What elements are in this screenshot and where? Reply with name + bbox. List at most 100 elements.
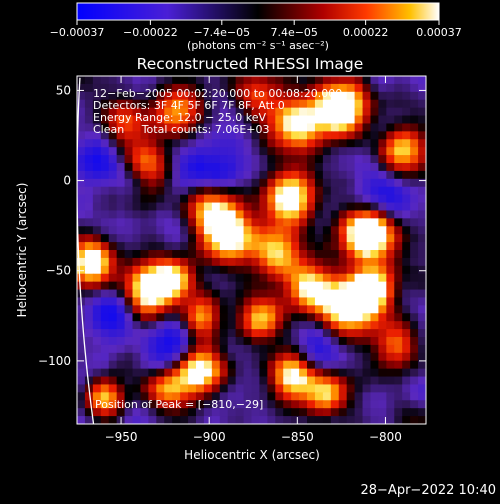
- heatmap-pixel: [180, 178, 189, 188]
- heatmap-pixel: [322, 99, 332, 109]
- heatmap-pixel: [188, 115, 197, 125]
- heatmap-pixel: [92, 218, 102, 227]
- heatmap-pixel: [124, 273, 134, 283]
- heatmap-pixel: [108, 400, 118, 409]
- heatmap-pixel: [314, 123, 324, 132]
- heatmap-pixel: [77, 178, 86, 188]
- heatmap-pixel: [195, 123, 205, 132]
- heatmap-pixel: [77, 218, 86, 227]
- heatmap-pixel: [219, 352, 229, 362]
- heatmap-pixel: [227, 400, 237, 409]
- heatmap-pixel: [354, 416, 364, 424]
- heatmap-pixel: [203, 170, 213, 180]
- heatmap-pixel: [267, 131, 276, 140]
- heatmap-pixel: [346, 147, 356, 156]
- heatmap-pixel: [354, 376, 364, 386]
- heatmap-pixel: [386, 91, 395, 101]
- heatmap-pixel: [140, 242, 149, 251]
- heatmap-pixel: [291, 91, 300, 101]
- heatmap-pixel: [164, 99, 173, 109]
- heatmap-pixel: [180, 131, 189, 140]
- heatmap-pixel: [243, 289, 253, 299]
- heatmap-pixel: [259, 250, 268, 259]
- heatmap-pixel: [275, 163, 284, 172]
- heatmap-pixel: [227, 321, 237, 330]
- heatmap-pixel: [219, 265, 229, 275]
- heatmap-pixel: [132, 344, 142, 354]
- heatmap-pixel: [172, 273, 181, 283]
- heatmap-pixel: [243, 76, 253, 85]
- heatmap-pixel: [362, 384, 372, 393]
- heatmap-pixel: [211, 305, 221, 314]
- heatmap-pixel: [124, 226, 134, 235]
- heatmap-pixel: [314, 147, 324, 156]
- y-tick-label: −50: [46, 264, 71, 278]
- heatmap-pixel: [84, 107, 94, 117]
- heatmap-pixel: [354, 305, 364, 314]
- heatmap-pixel: [338, 257, 348, 267]
- heatmap-pixel: [148, 265, 157, 275]
- heatmap-pixel: [394, 281, 403, 291]
- heatmap-pixel: [227, 194, 237, 204]
- heatmap-pixel: [410, 83, 419, 93]
- heatmap-pixel: [346, 384, 356, 393]
- heatmap-pixel: [77, 360, 86, 370]
- heatmap-pixel: [219, 368, 229, 378]
- heatmap-pixel: [172, 170, 181, 180]
- heatmap-pixel: [227, 178, 237, 188]
- heatmap-pixel: [251, 281, 261, 291]
- heatmap-pixel: [386, 226, 395, 235]
- heatmap-pixel: [188, 147, 197, 156]
- heatmap-pixel: [164, 131, 173, 140]
- heatmap-pixel: [124, 131, 134, 140]
- heatmap-pixel: [386, 123, 395, 132]
- heatmap-pixel: [180, 194, 189, 204]
- heatmap-pixel: [291, 416, 300, 424]
- heatmap-pixel: [394, 376, 403, 386]
- heatmap-pixel: [243, 83, 253, 93]
- heatmap-pixel: [164, 139, 173, 148]
- heatmap-pixel: [259, 76, 268, 85]
- heatmap-pixel: [267, 352, 276, 362]
- heatmap-pixel: [346, 305, 356, 314]
- heatmap-pixel: [124, 250, 134, 259]
- heatmap-pixel: [140, 250, 149, 259]
- heatmap-pixel: [108, 131, 118, 140]
- heatmap-pixel: [132, 91, 142, 101]
- heatmap-pixel: [291, 305, 300, 314]
- heatmap-pixel: [354, 131, 364, 140]
- heatmap-pixel: [346, 83, 356, 93]
- heatmap-pixel: [283, 131, 292, 140]
- heatmap-pixel: [378, 344, 387, 354]
- heatmap-pixel: [267, 99, 276, 109]
- heatmap-pixel: [203, 297, 213, 306]
- heatmap-pixel: [394, 392, 403, 401]
- x-axis-label: Heliocentric X (arcsec): [184, 448, 320, 462]
- heatmap-pixel: [219, 313, 229, 322]
- heatmap-pixel: [251, 76, 261, 85]
- heatmap-pixel: [77, 234, 86, 243]
- heatmap-pixel: [100, 352, 110, 362]
- heatmap-pixel: [378, 107, 387, 117]
- heatmap-pixel: [307, 337, 316, 346]
- heatmap-pixel: [148, 384, 157, 393]
- heatmap-pixel: [386, 321, 395, 330]
- heatmap-pixel: [267, 250, 276, 259]
- heatmap-pixel: [402, 297, 411, 306]
- heatmap-pixel: [314, 337, 324, 346]
- heatmap-pixel: [124, 344, 134, 354]
- heatmap-pixel: [338, 289, 348, 299]
- heatmap-pixel: [283, 360, 292, 370]
- heatmap-pixel: [259, 234, 268, 243]
- heatmap-pixel: [346, 273, 356, 283]
- heatmap-pixel: [370, 376, 380, 386]
- heatmap-pixel: [322, 408, 332, 417]
- heatmap-pixel: [362, 226, 372, 235]
- heatmap-pixel: [235, 376, 245, 386]
- heatmap-pixel: [394, 131, 403, 140]
- heatmap-pixel: [275, 368, 284, 378]
- heatmap-pixel: [267, 416, 276, 424]
- heatmap-pixel: [211, 250, 221, 259]
- heatmap-pixel: [164, 392, 173, 401]
- heatmap-pixel: [386, 392, 395, 401]
